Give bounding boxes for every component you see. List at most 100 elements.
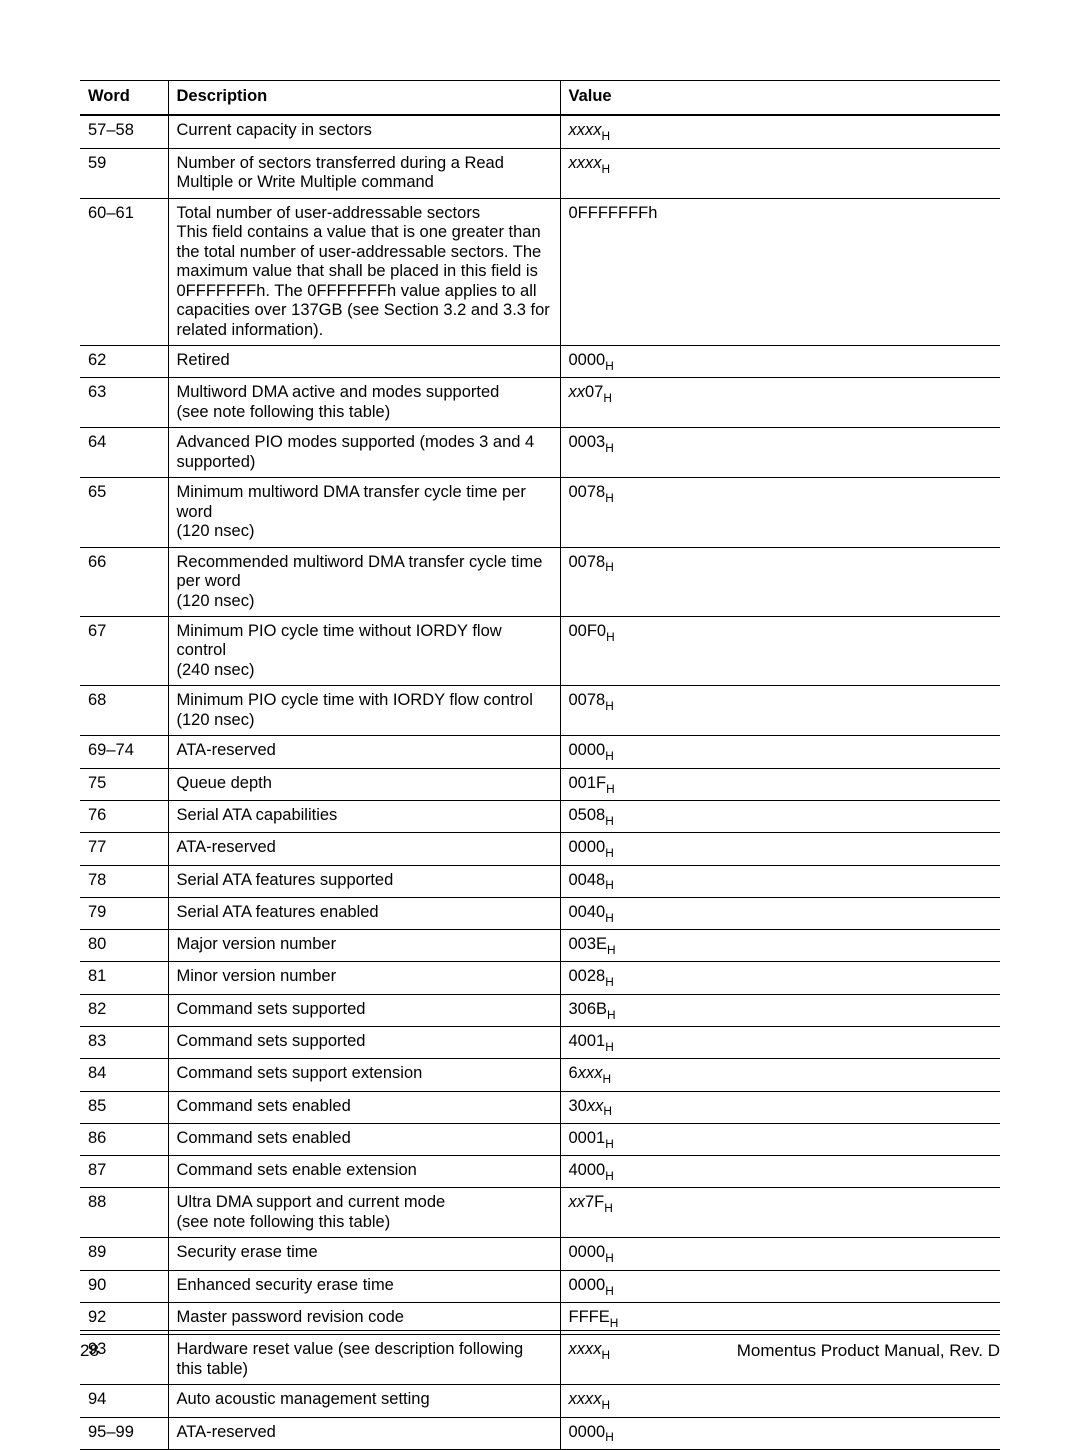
col-header-value: Value bbox=[560, 81, 1000, 116]
table-row: 80Major version number003EH bbox=[80, 930, 1000, 962]
table-body: 57–58Current capacity in sectorsxxxxH59N… bbox=[80, 115, 1000, 1449]
table-row: 64Advanced PIO modes supported (modes 3 … bbox=[80, 428, 1000, 478]
cell-value: xx7FH bbox=[560, 1188, 1000, 1238]
cell-description: Security erase time bbox=[168, 1238, 560, 1270]
cell-description: Command sets enabled bbox=[168, 1091, 560, 1123]
table-row: 94Auto acoustic management settingxxxxH bbox=[80, 1385, 1000, 1417]
cell-word: 78 bbox=[80, 865, 168, 897]
cell-word: 57–58 bbox=[80, 115, 168, 148]
cell-description: Minimum PIO cycle time with IORDY flow c… bbox=[168, 686, 560, 736]
cell-value: 0000H bbox=[560, 1238, 1000, 1270]
table-row: 84Command sets support extension6xxxH bbox=[80, 1059, 1000, 1091]
cell-description: Queue depth bbox=[168, 768, 560, 800]
cell-word: 69–74 bbox=[80, 736, 168, 768]
table-row: 79Serial ATA features enabled0040H bbox=[80, 897, 1000, 929]
table-row: 85Command sets enabled30xxH bbox=[80, 1091, 1000, 1123]
table-row: 67Minimum PIO cycle time without IORDY f… bbox=[80, 616, 1000, 685]
cell-description: Major version number bbox=[168, 930, 560, 962]
cell-description: Enhanced security erase time bbox=[168, 1270, 560, 1302]
table-header-row: Word Description Value bbox=[80, 81, 1000, 116]
cell-value: 0078H bbox=[560, 686, 1000, 736]
cell-description: ATA-reserved bbox=[168, 736, 560, 768]
table-row: 89Security erase time0000H bbox=[80, 1238, 1000, 1270]
cell-word: 87 bbox=[80, 1156, 168, 1188]
cell-description: Number of sectors transferred during a R… bbox=[168, 148, 560, 198]
cell-value: 306BH bbox=[560, 994, 1000, 1026]
cell-word: 68 bbox=[80, 686, 168, 736]
cell-description: Advanced PIO modes supported (modes 3 an… bbox=[168, 428, 560, 478]
page-number: 28 bbox=[80, 1341, 99, 1361]
cell-description: Command sets supported bbox=[168, 994, 560, 1026]
table-row: 75Queue depth001FH bbox=[80, 768, 1000, 800]
cell-value: 0000H bbox=[560, 833, 1000, 865]
cell-word: 60–61 bbox=[80, 198, 168, 345]
table-row: 76Serial ATA capabilities0508H bbox=[80, 800, 1000, 832]
cell-word: 79 bbox=[80, 897, 168, 929]
cell-value: 0001H bbox=[560, 1123, 1000, 1155]
cell-value: 6xxxH bbox=[560, 1059, 1000, 1091]
cell-description: Minimum PIO cycle time without IORDY flo… bbox=[168, 616, 560, 685]
cell-word: 65 bbox=[80, 478, 168, 547]
cell-word: 67 bbox=[80, 616, 168, 685]
cell-word: 81 bbox=[80, 962, 168, 994]
cell-word: 83 bbox=[80, 1026, 168, 1058]
cell-value: 0048H bbox=[560, 865, 1000, 897]
table-row: 60–61Total number of user-addressable se… bbox=[80, 198, 1000, 345]
table-row: 63Multiword DMA active and modes support… bbox=[80, 378, 1000, 428]
cell-word: 64 bbox=[80, 428, 168, 478]
cell-value: xxxxH bbox=[560, 148, 1000, 198]
table-row: 78Serial ATA features supported0048H bbox=[80, 865, 1000, 897]
cell-word: 88 bbox=[80, 1188, 168, 1238]
cell-word: 77 bbox=[80, 833, 168, 865]
cell-description: Ultra DMA support and current mode(see n… bbox=[168, 1188, 560, 1238]
table-row: 69–74ATA-reserved0000H bbox=[80, 736, 1000, 768]
cell-value: 0FFFFFFFh bbox=[560, 198, 1000, 345]
cell-description: Minor version number bbox=[168, 962, 560, 994]
cell-value: 0000H bbox=[560, 1270, 1000, 1302]
cell-word: 80 bbox=[80, 930, 168, 962]
cell-description: Serial ATA capabilities bbox=[168, 800, 560, 832]
col-header-description: Description bbox=[168, 81, 560, 116]
cell-word: 63 bbox=[80, 378, 168, 428]
page-footer: 28 Momentus Product Manual, Rev. D bbox=[80, 1330, 1000, 1361]
cell-value: 0028H bbox=[560, 962, 1000, 994]
cell-description: Serial ATA features enabled bbox=[168, 897, 560, 929]
cell-word: 82 bbox=[80, 994, 168, 1026]
table-row: 59Number of sectors transferred during a… bbox=[80, 148, 1000, 198]
cell-description: Command sets enable extension bbox=[168, 1156, 560, 1188]
cell-description: Minimum multiword DMA transfer cycle tim… bbox=[168, 478, 560, 547]
cell-word: 90 bbox=[80, 1270, 168, 1302]
table-row: 57–58Current capacity in sectorsxxxxH bbox=[80, 115, 1000, 148]
cell-value: 0078H bbox=[560, 478, 1000, 547]
table-row: 87Command sets enable extension4000H bbox=[80, 1156, 1000, 1188]
table-row: 88Ultra DMA support and current mode(see… bbox=[80, 1188, 1000, 1238]
table-row: 66Recommended multiword DMA transfer cyc… bbox=[80, 547, 1000, 616]
cell-value: 0078H bbox=[560, 547, 1000, 616]
cell-description: Total number of user-addressable sectors… bbox=[168, 198, 560, 345]
cell-description: ATA-reserved bbox=[168, 1417, 560, 1449]
cell-value: xxxxH bbox=[560, 1385, 1000, 1417]
cell-description: Current capacity in sectors bbox=[168, 115, 560, 148]
table-row: 81Minor version number0028H bbox=[80, 962, 1000, 994]
cell-value: xx07H bbox=[560, 378, 1000, 428]
cell-word: 66 bbox=[80, 547, 168, 616]
cell-description: Command sets supported bbox=[168, 1026, 560, 1058]
cell-value: 00F0H bbox=[560, 616, 1000, 685]
cell-value: 001FH bbox=[560, 768, 1000, 800]
cell-word: 95–99 bbox=[80, 1417, 168, 1449]
table-row: 83Command sets supported4001H bbox=[80, 1026, 1000, 1058]
cell-word: 94 bbox=[80, 1385, 168, 1417]
page: Word Description Value 57–58Current capa… bbox=[0, 0, 1080, 1397]
table-row: 68Minimum PIO cycle time with IORDY flow… bbox=[80, 686, 1000, 736]
cell-description: Command sets support extension bbox=[168, 1059, 560, 1091]
cell-value: 0000H bbox=[560, 736, 1000, 768]
cell-word: 86 bbox=[80, 1123, 168, 1155]
cell-description: ATA-reserved bbox=[168, 833, 560, 865]
cell-value: 003EH bbox=[560, 930, 1000, 962]
cell-word: 75 bbox=[80, 768, 168, 800]
table-row: 77ATA-reserved0000H bbox=[80, 833, 1000, 865]
cell-word: 89 bbox=[80, 1238, 168, 1270]
cell-description: Retired bbox=[168, 345, 560, 377]
cell-word: 84 bbox=[80, 1059, 168, 1091]
cell-description: Serial ATA features supported bbox=[168, 865, 560, 897]
